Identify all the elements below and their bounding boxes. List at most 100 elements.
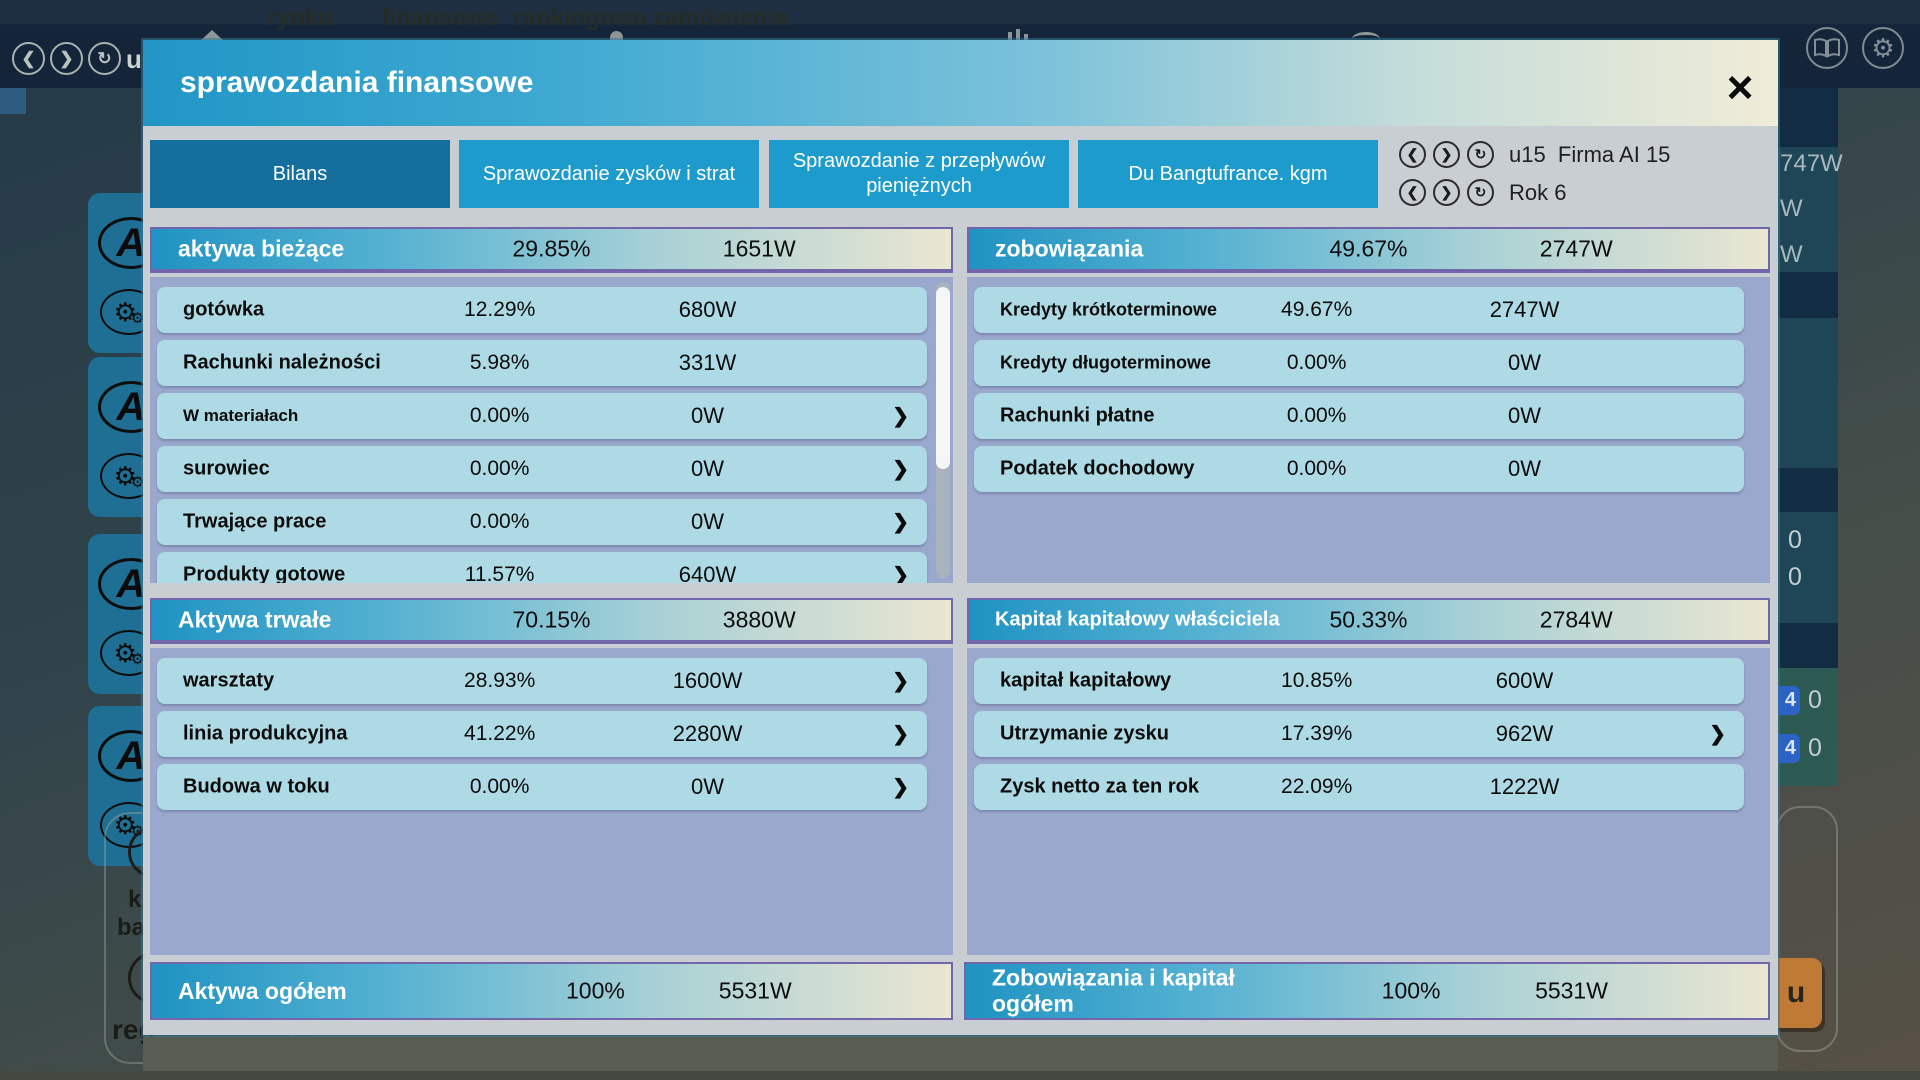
chevron-right-icon[interactable]: ❯ [892, 776, 909, 799]
bottom-strip-divider [0, 1071, 1920, 1080]
topbar-label-fragment: u [126, 44, 142, 74]
row-label: Kredyty krótkoterminowe [1000, 299, 1218, 320]
row-value: 0W [691, 509, 725, 534]
forward-icon[interactable]: ❯ [50, 42, 83, 75]
refresh-glyph: ↻ [1474, 146, 1487, 162]
row-value: 0W [1508, 456, 1542, 481]
row-label: Rachunki płatne [1000, 404, 1155, 427]
close-icon[interactable]: × [1726, 61, 1754, 113]
company-selector-label: u15 Firma AI 15 [1509, 141, 1671, 167]
chevron-right-icon[interactable]: ❯ [892, 670, 909, 693]
company-prev-icon[interactable]: ❮ [1399, 141, 1426, 168]
panel-body-current-assets: gotówka 12.29% 680W Rachunki należności … [150, 277, 953, 583]
action-label-fragment: k [128, 886, 142, 913]
row-value: 962W [1495, 721, 1554, 746]
row-percent: 22.09% [1281, 775, 1353, 798]
dialog-title-bar: sprawozdania finansowe [143, 40, 1778, 126]
next-glyph: ❯ [1440, 146, 1453, 162]
tab-przeplywy-pieniezne[interactable]: Sprawozdanie z przepływów pieniężnych [769, 140, 1069, 208]
background-table-section: 747W W W [1778, 147, 1843, 272]
company-next-icon[interactable]: ❯ [1433, 141, 1460, 168]
table-row[interactable]: Utrzymanie zysku 17.39% 962W ❯ [974, 711, 1744, 757]
row-label: warsztaty [183, 669, 275, 692]
row-percent: 11.57% [464, 563, 535, 583]
gear-glyph: ⚙ [113, 460, 137, 491]
table-value-fragment: W [1780, 241, 1803, 268]
gear-small-glyph: ⚙ [130, 651, 145, 668]
line-chart-icon [1352, 32, 1380, 46]
chevron-right-icon[interactable]: ❯ [892, 564, 909, 584]
tab-zamowienia[interactable]: zamówienia [652, 4, 788, 31]
table-row: Podatek dochodowy 0.00% 0W [974, 446, 1744, 492]
home-icon [200, 30, 224, 41]
total-value: 5531W [1535, 977, 1608, 1004]
year-refresh-icon[interactable]: ↻ [1467, 179, 1494, 206]
tab-finansowe[interactable]: finansowe [381, 4, 499, 31]
confirm-button-fragment[interactable]: u [1770, 958, 1822, 1028]
chevron-right-icon[interactable]: ❯ [892, 458, 909, 481]
panel-header-fixed-assets: Aktywa trwałe 70.15% 3880W [150, 598, 953, 644]
tab-label: Sprawozdanie zysków i strat [482, 162, 736, 185]
tab-label: Du Bangtufrance. kgm [1128, 162, 1328, 185]
row-value: 0W [691, 456, 725, 481]
tab-rynku[interactable]: rynku [267, 4, 333, 31]
table-row[interactable]: Produkty gotowe 11.57% 640W ❯ [157, 552, 927, 583]
table-row[interactable]: Budowa w toku 0.00% 0W ❯ [157, 764, 927, 810]
book-icon[interactable] [1806, 27, 1848, 69]
back-icon[interactable]: ❮ [12, 42, 45, 75]
row-label: Budowa w toku [183, 775, 330, 798]
table-value-fragment: 0 [1808, 734, 1822, 762]
refresh-icon[interactable]: ↻ [88, 42, 121, 75]
background-table-section: 0 0 [1778, 512, 1838, 623]
table-row[interactable]: Trwające prace 0.00% 0W ❯ [157, 499, 927, 545]
company-refresh-icon[interactable]: ↻ [1467, 141, 1494, 168]
panel-percent: 50.33% [1329, 606, 1408, 633]
table-row: gotówka 12.29% 680W [157, 287, 927, 333]
tab-rankingowa[interactable]: rankingowa [513, 4, 647, 31]
table-row: Kredyty krótkoterminowe 49.67% 2747W [974, 287, 1744, 333]
chevron-right-icon[interactable]: ❯ [892, 723, 909, 746]
scrollbar[interactable] [936, 282, 950, 578]
row-percent: 41.22% [464, 722, 536, 745]
background-table-header [1778, 623, 1838, 668]
table-row[interactable]: W materiałach 0.00% 0W ❯ [157, 393, 927, 439]
action-label-fragment: ba [117, 914, 146, 941]
production-gears-icon[interactable]: ⚙ ⚙ [100, 630, 158, 676]
row-value: 1600W [672, 668, 743, 693]
tab-zyski-i-straty[interactable]: Sprawozdanie zysków i strat [459, 140, 759, 208]
table-row[interactable]: warsztaty 28.93% 1600W ❯ [157, 658, 927, 704]
row-label: surowiec [183, 457, 270, 480]
gear-icon[interactable]: ⚙ [1862, 27, 1904, 69]
tab-bilans[interactable]: Bilans [150, 140, 450, 208]
person-icon [610, 31, 623, 40]
bottom-tab-strip [143, 1036, 1778, 1072]
year-next-icon[interactable]: ❯ [1433, 179, 1460, 206]
production-gears-icon[interactable]: ⚙ ⚙ [100, 453, 158, 499]
row-label: Rachunki należności [183, 351, 381, 374]
row-value: 0W [691, 403, 725, 428]
panel-value: 2784W [1539, 606, 1613, 633]
row-percent: 12.29% [464, 298, 536, 321]
row-percent: 10.85% [1281, 669, 1353, 692]
table-row: Kredyty długoterminowe 0.00% 0W [974, 340, 1744, 386]
year-prev-icon[interactable]: ❮ [1399, 179, 1426, 206]
bar-chart-icon [1016, 29, 1020, 40]
table-row[interactable]: surowiec 0.00% 0W ❯ [157, 446, 927, 492]
book-glyph [1814, 38, 1840, 58]
background-table-header [1778, 468, 1838, 512]
panel-percent: 70.15% [512, 606, 591, 633]
row-percent: 17.39% [1281, 722, 1353, 745]
panel-body-equity: kapitał kapitałowy 10.85% 600W Utrzymani… [967, 648, 1770, 955]
row-value: 1222W [1489, 774, 1560, 799]
panel-body-liabilities: Kredyty krótkoterminowe 49.67% 2747W Kre… [967, 277, 1770, 583]
panel-title: aktywa bieżące [178, 235, 345, 262]
back-glyph: ❮ [21, 48, 36, 68]
table-row[interactable]: linia produkcyjna 41.22% 2280W ❯ [157, 711, 927, 757]
table-value-fragment: 747W [1780, 150, 1843, 177]
chevron-right-icon[interactable]: ❯ [892, 405, 909, 428]
row-percent: 0.00% [469, 775, 530, 798]
chevron-right-icon[interactable]: ❯ [1709, 723, 1726, 746]
tab-du-bangtufrance[interactable]: Du Bangtufrance. kgm [1078, 140, 1378, 208]
scrollbar-thumb[interactable] [936, 287, 950, 469]
chevron-right-icon[interactable]: ❯ [892, 511, 909, 534]
